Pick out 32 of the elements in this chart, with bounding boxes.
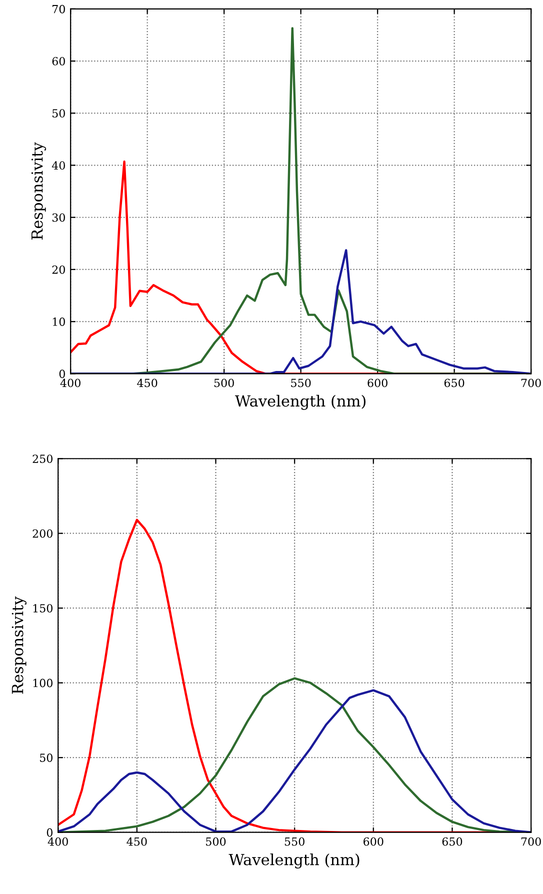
x-tick-label: 550 (291, 378, 311, 388)
x-tick-label: 500 (214, 378, 234, 388)
y-axis-title: Responsivity (12, 596, 26, 694)
x-axis-title: Wavelength (nm) (228, 853, 360, 868)
y-tick-label: 30 (52, 213, 65, 222)
y-tick-label: 40 (52, 161, 65, 170)
y-tick-label: 70 (52, 4, 65, 14)
y-tick-label: 150 (33, 604, 52, 612)
x-tick-label: 600 (368, 378, 388, 388)
y-tick-label: 0 (59, 370, 65, 378)
y-tick-label: 0 (46, 828, 52, 837)
x-tick-label: 400 (48, 837, 68, 846)
x-axis-title: Wavelength (nm) (235, 394, 366, 410)
x-tick-label: 550 (284, 837, 304, 846)
y-tick-label: 60 (52, 57, 65, 66)
y-tick-label: 10 (52, 318, 65, 326)
y-tick-label: 200 (32, 529, 52, 538)
x-tick-label: 650 (444, 378, 464, 388)
x-tick-label: 500 (206, 837, 226, 846)
y-axis-title: Responsivity (31, 142, 46, 240)
x-tick-label: 450 (137, 378, 158, 388)
y-tick-label: 50 (52, 109, 65, 118)
x-tick-label: 400 (60, 378, 80, 388)
x-tick-label: 700 (521, 837, 541, 846)
x-tick-label: 700 (521, 378, 541, 388)
x-tick-label: 650 (442, 837, 462, 846)
x-tick-label: 450 (126, 837, 147, 846)
y-tick-label: 20 (52, 265, 65, 274)
y-tick-label: 50 (40, 754, 52, 762)
y-tick-label: 100 (33, 678, 52, 688)
x-tick-label: 600 (364, 837, 384, 846)
y-tick-label: 250 (32, 454, 52, 463)
